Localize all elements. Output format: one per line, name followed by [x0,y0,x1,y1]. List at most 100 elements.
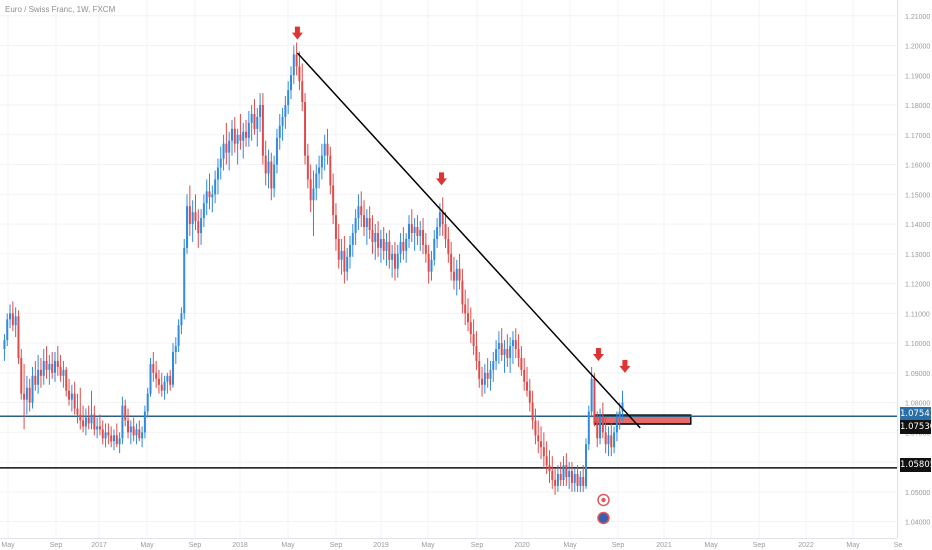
candle-body [93,414,96,430]
candle-body [90,414,93,424]
candle-body [107,432,110,436]
candle-body [264,155,267,174]
down-arrow-icon[interactable] [619,359,631,373]
trendline[interactable] [296,52,641,429]
candle-body [318,167,321,174]
candle-body [152,363,155,373]
candle-body [79,414,82,421]
candle-body [413,227,416,233]
down-arrow-icon[interactable] [592,347,604,361]
candle-body [121,405,124,439]
candle-body [222,143,225,159]
candle-body [576,474,579,486]
candle-body [450,253,453,272]
candle-body [354,218,357,233]
price-tick-label: 1.10000 [905,341,930,348]
candle-body [447,238,450,254]
trendline-group [296,52,641,429]
down-arrow-icon[interactable] [436,172,448,186]
candle-body [25,387,28,400]
candle-body [551,471,554,480]
candle-body [573,474,576,483]
time-tick-label: May [704,542,718,549]
candle-body [39,369,42,376]
candle-body [163,381,166,391]
candle-body [441,212,444,225]
price-tick-label: 1.18000 [905,103,930,110]
candle-body [565,465,568,477]
candle-body [155,372,158,379]
candle-body [127,420,130,433]
candle-body [509,346,512,358]
candle-body [177,325,180,347]
candle-body [466,313,469,323]
candle-body [582,476,585,486]
candle-body [56,360,59,367]
candle-body [346,256,349,272]
candle-body [475,346,478,361]
time-tick-label: 2020 [514,542,530,549]
candle-body [481,378,484,385]
candle-body [84,417,87,427]
candle-body [377,232,380,248]
candle-body [315,173,318,189]
candle-body [239,134,242,141]
price-tick-label: 1.15000 [905,192,930,199]
candle-body [402,241,405,251]
down-arrow-icon[interactable] [291,26,303,40]
price-tick-label: 1.08000 [905,401,930,408]
candle-body [540,441,543,448]
candle-body [548,465,551,472]
candle-body [495,349,498,361]
candle-body [6,319,9,341]
candle-body [523,369,526,382]
candle-body [53,360,56,373]
candle-body [379,238,382,248]
candle-body [48,363,51,370]
candle-body [593,378,596,421]
candle-body [278,125,281,138]
time-tick-label: Sep [612,542,625,549]
candle-body [537,435,540,442]
candle-body [483,372,486,385]
candle-body [452,271,455,281]
candle-body [174,346,177,353]
event-marker-bottom[interactable] [597,511,610,525]
candle-body [31,375,34,403]
candle-body [559,474,562,480]
candle-body [363,215,366,228]
candle-body [65,369,68,391]
time-tick-label: Sep [50,542,63,549]
candle-body [382,238,385,251]
arrows [291,26,631,373]
candle-body [171,352,174,385]
candle-body [444,224,447,239]
candle-body [329,155,332,186]
candle-body [284,105,287,117]
candle-body [9,313,12,320]
candle-body [326,143,329,156]
candle-body [323,143,326,156]
candle-body [424,244,427,254]
candle-body [503,349,506,355]
chart-title: Euro / Swiss Franc, 1W, FXCM [5,5,116,14]
candle-body [259,105,262,117]
candle-body [194,212,197,222]
candle-body [520,357,523,370]
candle-body [37,369,40,385]
candle-body [337,238,340,260]
price-axis[interactable]: 1.040001.050001.060001.070001.080001.090… [905,14,930,527]
time-tick-label: 2022 [798,542,814,549]
time-axis[interactable]: May Sep 2017 May Sep 2018 May Sep 2019 May Sep 2020… [1,542,902,549]
candle-body [348,244,351,257]
event-marker-top-dot [601,497,606,503]
candle-body [306,155,309,180]
candle-body [422,230,425,245]
candle-body [613,432,616,448]
candle-body [433,238,436,260]
candle-body [73,393,76,409]
candle-body [295,54,298,67]
time-tick-label: Sep [189,542,202,549]
candle-body [253,113,256,129]
candle-body [292,54,295,76]
